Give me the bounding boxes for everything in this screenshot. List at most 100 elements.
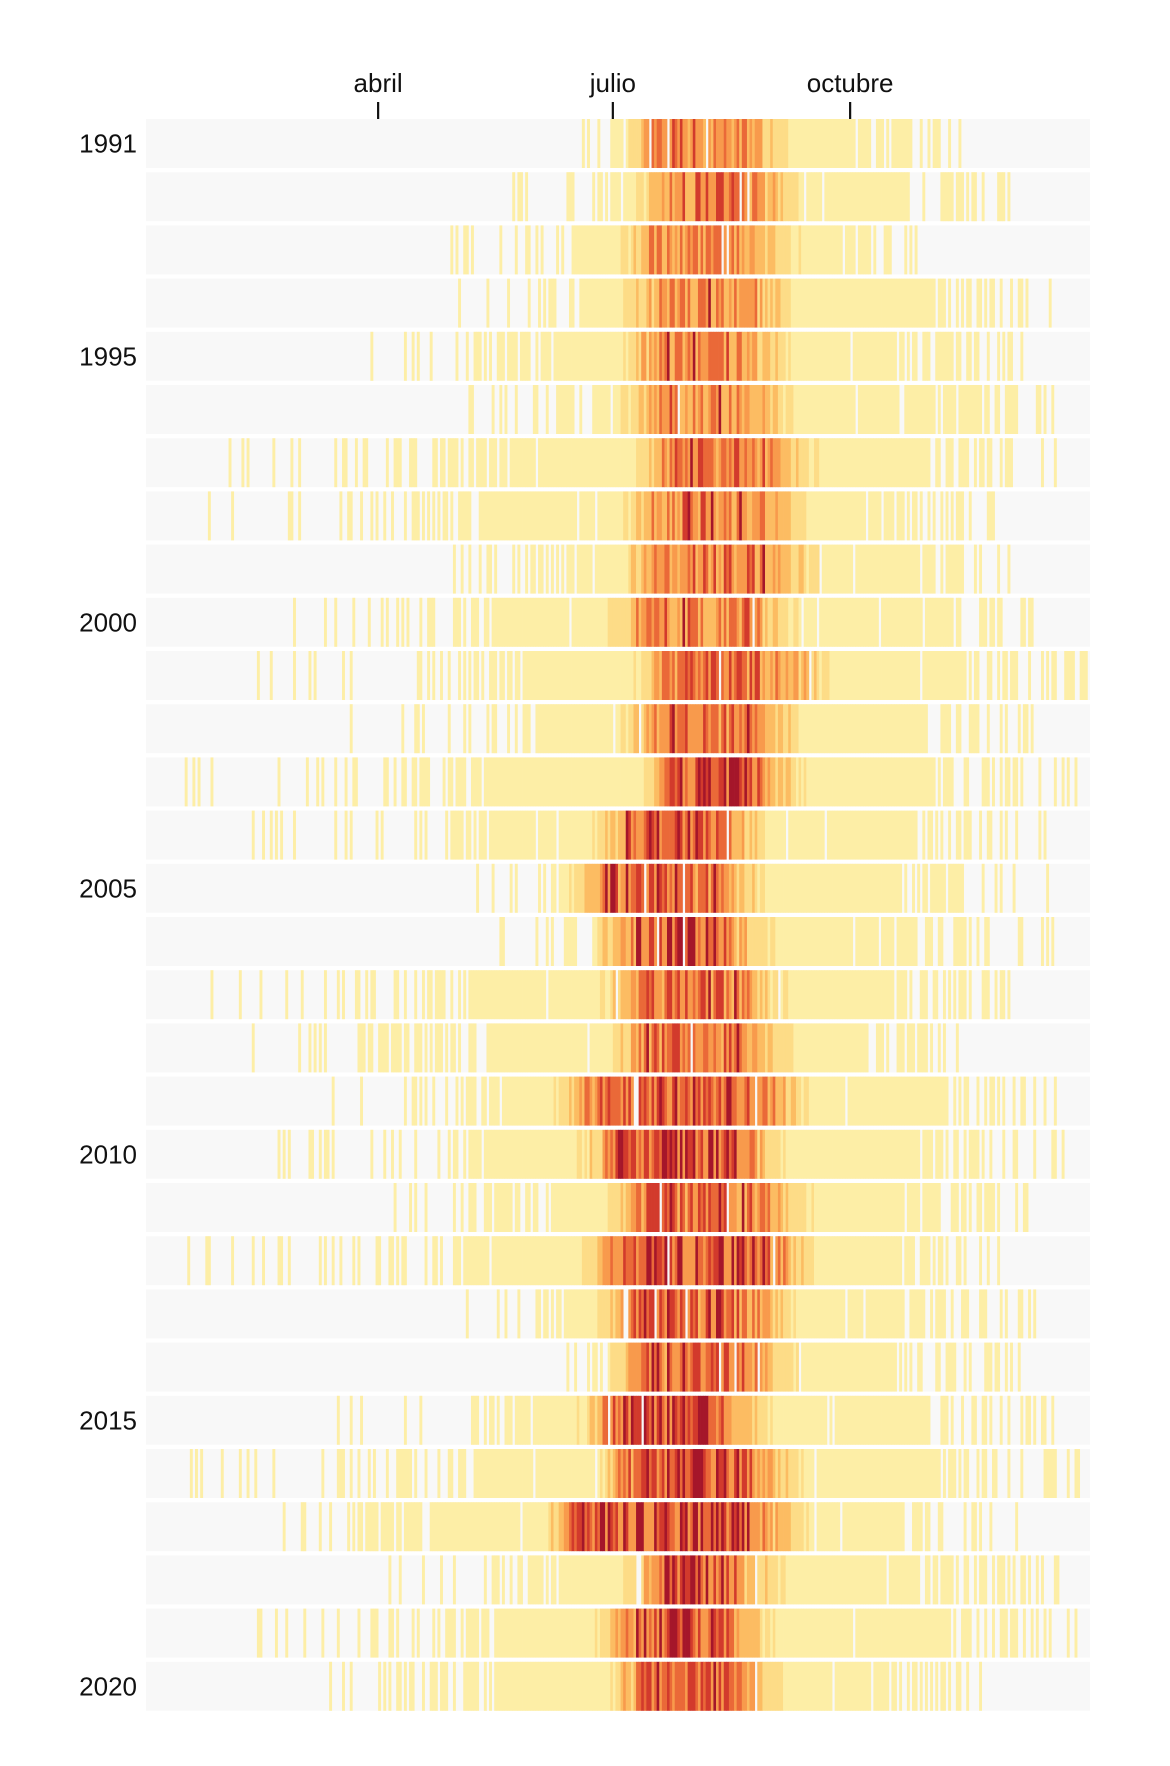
day-cell [661,225,665,275]
day-cell [759,278,763,328]
day-cell [672,1289,676,1339]
day-cell [548,1023,552,1073]
day-cell [852,810,856,860]
day-cell [790,757,794,807]
day-cell [1020,278,1024,328]
day-cell [687,172,691,222]
day-cell [697,863,701,913]
day-cell [685,385,688,434]
day-cell [674,1342,678,1392]
day-cell [819,1129,823,1179]
day-cell [703,1076,707,1126]
day-cell [566,172,570,222]
day-cell [772,1289,776,1339]
day-cell [723,1395,727,1445]
day-cell [757,119,761,168]
day-cell [667,331,670,381]
day-cell [664,757,668,807]
day-cell [447,1129,451,1179]
day-cell [401,597,405,647]
day-cell [808,491,812,541]
day-cell [808,331,812,381]
day-cell [863,385,866,434]
day-cell [597,119,601,168]
day-cell [646,1183,650,1232]
day-cell [795,917,799,966]
day-cell [659,1129,663,1179]
day-cell [721,1129,725,1179]
day-cell [277,757,281,807]
day-cell [424,1023,428,1073]
day-cell [739,1236,743,1286]
day-cell [561,970,565,1020]
day-cell [837,544,841,594]
day-cell [403,1023,407,1073]
day-cell [527,810,531,860]
day-cell [692,278,696,328]
day-cell [277,1236,281,1286]
day-cell [731,1076,735,1126]
day-cell [808,970,812,1020]
day-cell [630,651,634,700]
day-cell [741,1129,745,1179]
day-cell [891,438,895,488]
day-cell [896,385,900,434]
day-cell [571,172,575,222]
day-cell [795,1289,799,1339]
day-cell [832,863,836,913]
day-cell [630,544,634,594]
day-cell [875,385,879,434]
day-cell [690,385,694,434]
day-cell [566,917,570,966]
day-cell [677,491,681,541]
day-cell [803,438,807,488]
day-cell [837,1076,841,1126]
day-cell [458,1502,462,1552]
day-cell [1007,757,1011,807]
day-cell [826,917,830,966]
day-cell [1022,597,1026,647]
day-cell [795,1023,799,1073]
day-cell [790,1023,794,1073]
day-cell [648,1129,652,1179]
day-cell [788,1023,792,1073]
day-cell [909,438,913,488]
day-cell [587,1449,590,1498]
day-cell [661,1129,665,1179]
day-cell [765,704,768,754]
day-cell [801,331,805,381]
day-cell [432,1502,436,1552]
day-cell [661,863,665,913]
day-cell [571,331,575,381]
day-cell [638,1236,642,1286]
day-cell [514,1023,518,1073]
day-cell [349,810,353,860]
day-cell [584,1502,588,1552]
day-cell [726,704,730,754]
day-cell [775,172,779,222]
day-cell [904,278,908,328]
day-cell [690,225,694,275]
day-cell [419,597,423,647]
day-cell [801,1076,805,1126]
day-cell [772,278,776,328]
day-cell [540,1023,544,1073]
day-cell [816,278,820,328]
day-cell [767,385,771,434]
day-cell [476,863,480,913]
day-cell [857,544,861,594]
day-cell [512,544,516,594]
day-cell [512,1076,516,1126]
day-cell [886,278,890,328]
day-cell [581,544,585,594]
day-cell [896,1449,900,1498]
day-cell [597,331,601,381]
day-cell [731,544,735,594]
day-cell [630,172,634,222]
day-cell [630,970,634,1020]
day-cell [636,757,639,807]
day-cell [991,1076,995,1126]
day-cell [765,597,768,647]
day-cell [767,1395,771,1445]
day-cell [517,1236,521,1286]
